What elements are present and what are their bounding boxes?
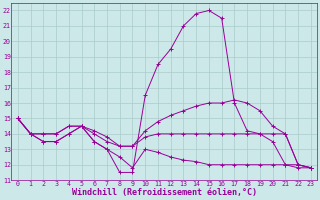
X-axis label: Windchill (Refroidissement éolien,°C): Windchill (Refroidissement éolien,°C) — [72, 188, 257, 197]
